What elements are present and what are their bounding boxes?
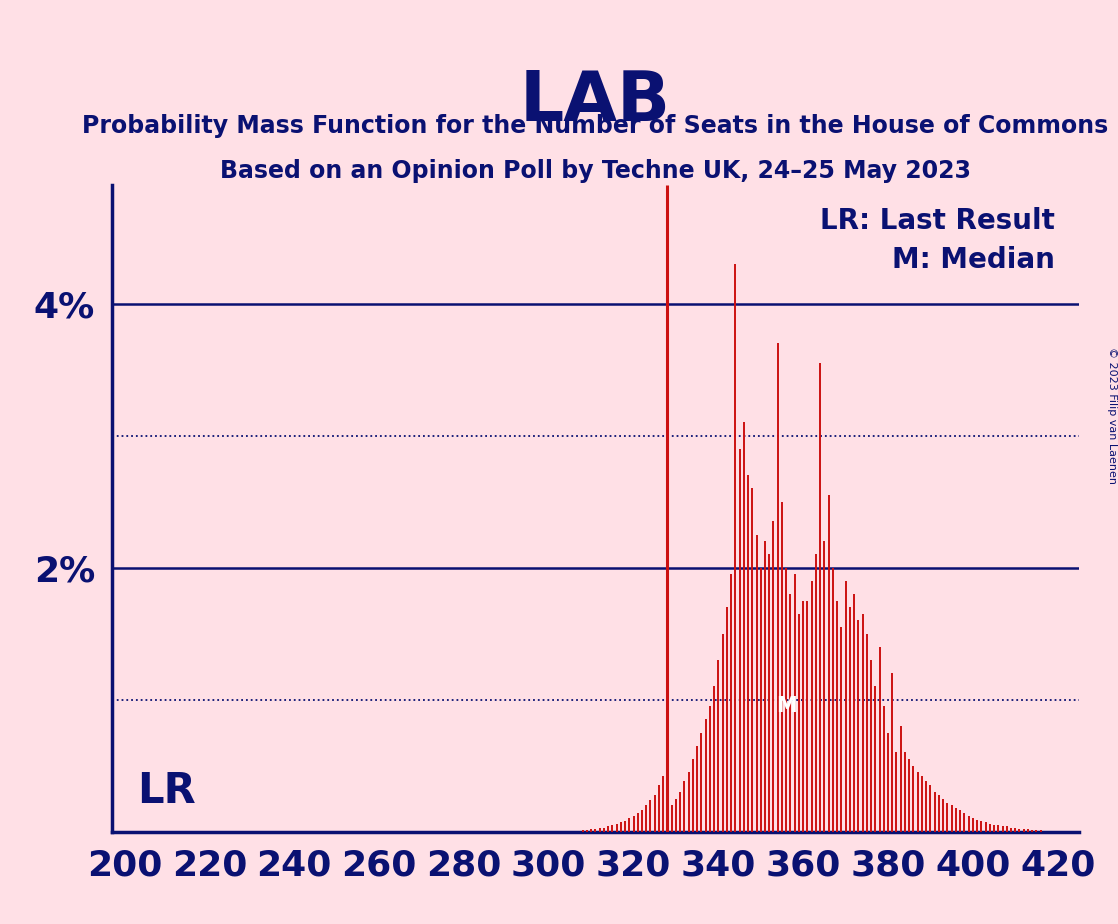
Text: LR: Last Result: LR: Last Result [819, 208, 1054, 236]
Text: M: Median: M: Median [892, 246, 1054, 274]
Text: M: M [776, 696, 797, 716]
Text: Based on an Opinion Poll by Techne UK, 24–25 May 2023: Based on an Opinion Poll by Techne UK, 2… [220, 159, 970, 183]
Text: © 2023 Filip van Laenen: © 2023 Filip van Laenen [1108, 347, 1117, 484]
Text: LAB: LAB [520, 68, 671, 136]
Text: Probability Mass Function for the Number of Seats in the House of Commons: Probability Mass Function for the Number… [83, 114, 1108, 138]
Text: LR: LR [138, 770, 196, 812]
